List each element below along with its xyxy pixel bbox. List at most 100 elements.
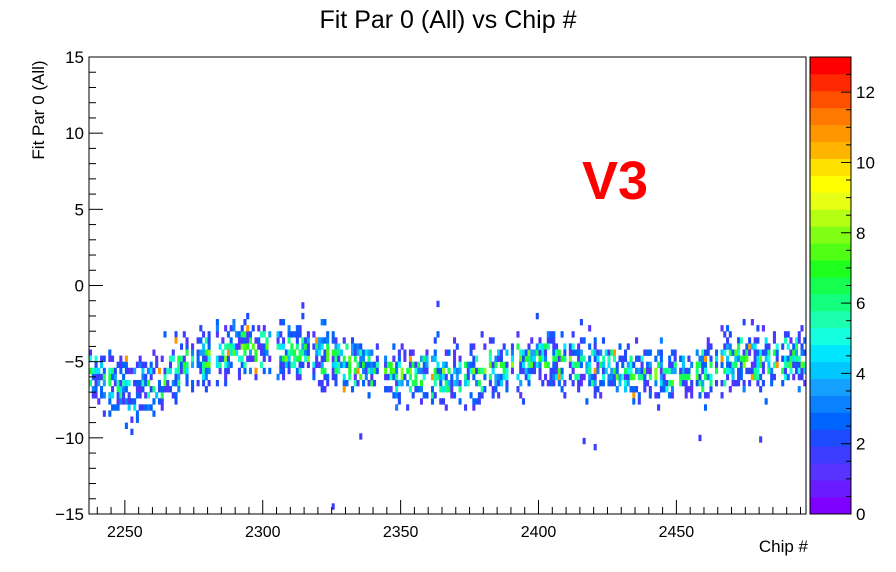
heatmap-cell [345,343,349,350]
heatmap-cell [124,355,128,362]
heatmap-cell [337,367,341,375]
heatmap-cell [259,331,264,338]
heatmap-cell [742,319,746,326]
heatmap-cell [750,367,754,375]
heatmap-cell [133,404,137,411]
heatmap-cell [430,392,435,399]
heatmap-cell [386,361,390,369]
heatmap-cell [237,367,241,375]
heatmap-cell [635,355,639,362]
heatmap-cell [138,386,142,393]
heatmap-cell [180,367,184,375]
heatmap-cell [243,349,247,356]
heatmap-cell [408,355,412,362]
heatmap-cell [91,386,95,393]
heatmap-cell [97,398,101,405]
palette-tick-label: 12 [856,83,875,102]
heatmap-cell [759,355,763,362]
heatmap-cell [469,367,473,375]
heatmap-cell [588,325,592,332]
heatmap-cell [670,392,674,399]
heatmap-cell [794,337,799,344]
heatmap-cell [563,392,567,399]
heatmap-cell [593,379,597,387]
heatmap-cell [582,437,586,445]
heatmap-cell [243,319,247,326]
heatmap-cell [130,367,134,375]
heatmap-cell [794,367,799,375]
heatmap-cell [246,325,250,332]
heatmap-cell [571,343,575,350]
heatmap-cell [745,343,749,350]
heatmap-cell [100,392,104,399]
heatmap-cell [350,337,355,344]
heatmap-cell [748,379,752,387]
heatmap-cell [453,355,457,362]
heatmap-cell [323,386,327,393]
heatmap-cell [408,386,412,393]
heatmap-cell [116,398,120,405]
heatmap-cell [102,410,106,417]
heatmap-cell [626,379,630,387]
heatmap-cell [411,361,415,369]
palette-swatch [810,497,851,515]
heatmap-cell [436,331,440,338]
heatmap-cell [728,386,732,393]
heatmap-cell [348,361,352,369]
heatmap-cell [315,355,319,362]
heatmap-cell [626,373,630,381]
heatmap-cell [262,367,266,375]
heatmap-cell [510,367,514,375]
heatmap-cell [417,361,421,369]
heatmap-cell [436,367,440,375]
heatmap-cell [108,349,112,356]
heatmap-cell [797,331,801,338]
heatmap-cell [726,343,730,350]
heatmap-cell [643,379,647,387]
heatmap-cell [334,373,338,381]
heatmap-cell [643,373,647,381]
heatmap-cell [590,349,594,356]
heatmap-cell [637,398,641,405]
heatmap-cell [684,392,688,399]
heatmap-cell [657,392,661,399]
heatmap-cell [552,331,556,338]
heatmap-cell [521,355,526,362]
heatmap-cell [373,367,377,375]
heatmap-cell [750,319,754,326]
palette-swatch [810,446,851,464]
heatmap-cell [601,367,605,375]
heatmap-cell [720,355,724,362]
heatmap-cell [392,343,396,350]
heatmap-cell [786,331,790,338]
heatmap-cell [157,367,161,375]
heatmap-cell [163,386,167,393]
heatmap-cell [174,398,178,405]
heatmap-cell [124,422,128,429]
heatmap-cell [433,337,437,344]
heatmap-cell [375,343,379,350]
heatmap-cell [119,392,123,399]
heatmap-cell [433,367,437,375]
heatmap-cell [315,361,319,369]
heatmap-cell [122,361,126,369]
heatmap-cell [527,343,531,350]
heatmap-cell [160,392,164,399]
heatmap-cell [367,392,371,399]
heatmap-cell [306,343,310,350]
heatmap-cell [240,361,244,369]
heatmap-cell [623,386,628,393]
heatmap-cell [560,367,564,375]
heatmap-cell [196,349,200,356]
heatmap-cell [177,386,181,393]
heatmap-cell [519,392,523,399]
heatmap-cell [127,379,131,387]
heatmap-cell [395,373,399,381]
heatmap-cell [698,434,702,442]
heatmap-cell [94,361,98,369]
heatmap-cell [497,392,501,399]
heatmap-cell [331,361,335,369]
palette-swatch [810,192,851,210]
heatmap-cell [593,386,597,393]
heatmap-cell [419,398,423,405]
